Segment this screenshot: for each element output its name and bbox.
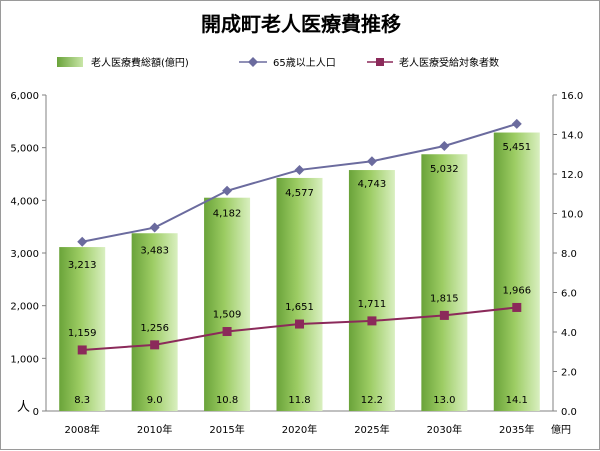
legend: 老人医療費総額(億円) 65歳以上人口 老人医療受給対象者数	[57, 56, 499, 69]
y-right-tick-label: 0.0	[561, 407, 577, 418]
recipients-point	[77, 345, 87, 355]
y-right-tick-label: 12.0	[561, 170, 583, 181]
population-point	[222, 185, 233, 196]
y-right-tick-label: 16.0	[561, 91, 583, 102]
bar	[204, 197, 251, 411]
recipients-data-label: 1,256	[140, 323, 169, 334]
bar-data-label: 11.8	[288, 395, 310, 406]
bar-data-label: 10.8	[216, 395, 238, 406]
bar-data-label: 13.0	[433, 395, 455, 406]
x-tick-label: 2008年	[64, 423, 99, 436]
bar-data-label: 8.3	[74, 395, 90, 406]
y-right-tick-label: 8.0	[561, 249, 577, 260]
recipients-data-label: 1,651	[285, 302, 314, 313]
x-tick-label: 2030年	[427, 423, 462, 436]
recipients-point	[367, 316, 377, 326]
bar	[421, 154, 468, 411]
recipients-point	[512, 302, 522, 312]
legend-swatch-bar	[57, 57, 83, 67]
y-right-tick-label: 14.0	[561, 131, 583, 142]
bar-data-label: 9.0	[147, 395, 163, 406]
bar	[131, 233, 178, 411]
y-left-tick-label: 4,000	[10, 196, 39, 207]
recipients-point	[295, 319, 304, 329]
recipients-data-label: 1,966	[502, 285, 531, 296]
population-point	[294, 164, 305, 175]
chart-title: 開成町老人医療費推移	[201, 12, 401, 36]
population-point	[77, 236, 88, 247]
population-data-label: 4,743	[358, 179, 387, 190]
y-left-tick-label: 6,000	[10, 91, 39, 102]
population-data-label: 3,483	[140, 246, 169, 257]
recipients-point	[439, 310, 449, 320]
bar	[493, 132, 540, 411]
population-point	[149, 222, 160, 233]
x-tick-label: 2015年	[209, 423, 244, 436]
recipients-data-label: 1,159	[68, 328, 97, 339]
recipients-data-label: 1,711	[358, 299, 387, 310]
plot-area: 0 1,000 2,000 3,000 4,000 5,000 6,000 0.0 2.0 4.0…	[10, 91, 583, 436]
bar-data-label: 14.1	[506, 395, 528, 406]
x-tick-label: 2025年	[354, 423, 389, 436]
y-left-tick-label: 1,000	[10, 354, 39, 365]
bar	[348, 170, 395, 411]
y-right-tick-label: 4.0	[561, 328, 577, 339]
bar	[59, 247, 106, 411]
y-right-tick-label: 10.0	[561, 210, 583, 221]
x-tick-label: 2010年	[137, 423, 172, 436]
y-left-tick-label: 3,000	[10, 249, 39, 260]
population-data-label: 5,451	[502, 142, 531, 153]
legend-marker-population	[248, 57, 258, 67]
population-point	[439, 140, 450, 151]
bar	[276, 177, 323, 411]
y-left-tick-label: 5,000	[10, 144, 39, 155]
x-tick-label: 2020年	[282, 423, 317, 436]
bar-data-label: 12.2	[361, 395, 383, 406]
legend-label-bar: 老人医療費総額(億円)	[91, 56, 189, 69]
y-right-tick-label: 6.0	[561, 289, 577, 300]
legend-marker-recipients	[376, 58, 384, 66]
y-left-axis-label: 人	[17, 400, 30, 415]
population-data-label: 3,213	[68, 260, 97, 271]
y-left-tick-label: 2,000	[10, 302, 39, 313]
recipients-point	[222, 327, 232, 337]
population-data-label: 4,577	[285, 188, 314, 199]
population-data-label: 4,182	[213, 209, 242, 220]
legend-label-recipients: 老人医療受給対象者数	[399, 56, 499, 69]
recipients-point	[150, 340, 160, 350]
y-right-tick-label: 2.0	[561, 368, 577, 379]
recipients-data-label: 1,509	[213, 310, 242, 321]
x-tick-label: 2035年	[499, 423, 534, 436]
y-left-tick-label: 0	[33, 407, 39, 418]
population-point	[366, 156, 377, 167]
recipients-data-label: 1,815	[430, 293, 459, 304]
y-right-axis-label: 億円	[551, 423, 571, 436]
legend-label-population: 65歳以上人口	[273, 57, 336, 69]
population-data-label: 5,032	[430, 164, 459, 175]
population-point	[511, 118, 522, 129]
